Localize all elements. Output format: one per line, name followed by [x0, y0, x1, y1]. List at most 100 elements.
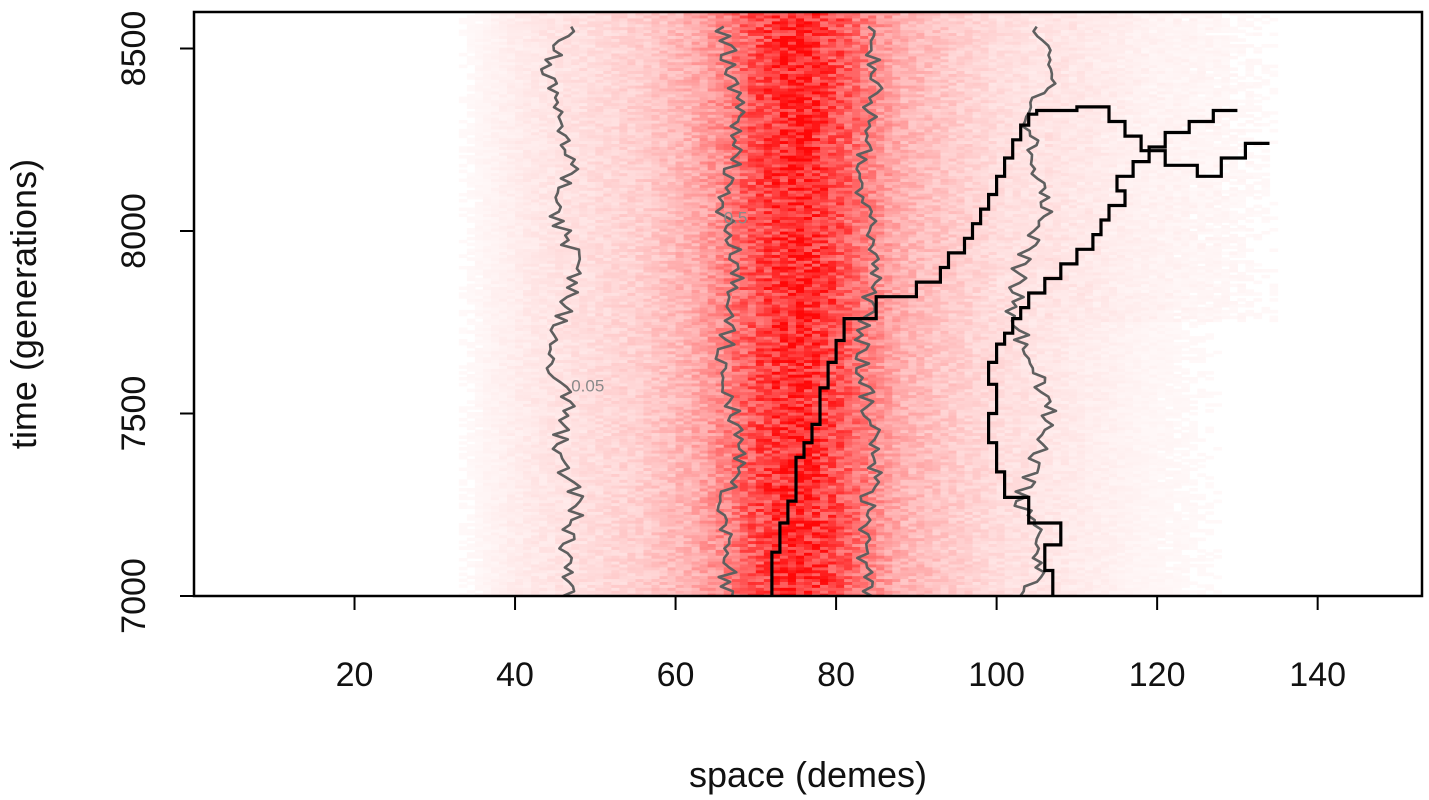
heatmap-cell	[667, 490, 677, 495]
heatmap-cell	[980, 508, 990, 512]
heatmap-cell	[667, 467, 677, 472]
heatmap-cell	[627, 461, 637, 466]
heatmap-cell	[1157, 490, 1166, 495]
heatmap-cell	[900, 593, 909, 596]
heatmap-cell	[643, 485, 653, 489]
heatmap-cell	[956, 464, 966, 469]
heatmap-cell	[627, 450, 637, 454]
heatmap-cell	[603, 435, 612, 439]
heatmap-cell	[611, 461, 620, 466]
heatmap-cell	[812, 461, 821, 466]
heatmap-cell	[1004, 490, 1014, 495]
heatmap-cell	[507, 487, 516, 492]
heatmap-cell	[940, 490, 950, 495]
heatmap-cell	[723, 514, 733, 518]
heatmap-cell	[1012, 546, 1022, 550]
heatmap-cell	[635, 441, 645, 445]
heatmap-cell	[1125, 458, 1134, 463]
heatmap-cell	[579, 505, 588, 509]
heatmap-cell	[1092, 566, 1102, 571]
heatmap-cell	[932, 581, 942, 585]
heatmap-cell	[659, 546, 669, 550]
heatmap-cell	[731, 496, 741, 501]
heatmap-cell	[474, 555, 484, 559]
heatmap-cell	[547, 581, 556, 585]
heatmap-cell	[956, 485, 966, 489]
heatmap-cell	[507, 587, 516, 591]
heatmap-cell	[723, 575, 733, 580]
heatmap-cell	[587, 563, 596, 568]
heatmap-cell	[1141, 575, 1150, 580]
heatmap-cell	[956, 520, 966, 524]
heatmap-cell	[980, 444, 990, 448]
heatmap-cell	[1157, 549, 1166, 553]
heatmap-cell	[916, 505, 925, 509]
heatmap-cell	[1020, 508, 1030, 512]
heatmap-cell	[924, 572, 934, 577]
heatmap-cell	[868, 546, 877, 550]
heatmap-cell	[940, 546, 950, 550]
heatmap-cell	[667, 485, 677, 489]
heatmap-cell	[956, 549, 966, 553]
heatmap-cell	[699, 546, 709, 550]
heatmap-cell	[474, 543, 484, 547]
heatmap-cell	[1149, 479, 1158, 483]
heatmap-cell	[892, 531, 901, 536]
heatmap-cell	[1028, 578, 1038, 582]
heatmap-cell	[531, 569, 540, 574]
heatmap-cell	[611, 464, 620, 469]
heatmap-cell	[1076, 487, 1086, 492]
heatmap-cell	[1092, 560, 1102, 565]
heatmap-cell	[1004, 549, 1014, 553]
heatmap-cell	[1044, 473, 1054, 477]
heatmap-cell	[956, 479, 966, 483]
heatmap-cell	[1092, 569, 1102, 574]
heatmap-cell	[611, 520, 620, 524]
heatmap-cell	[1181, 508, 1190, 512]
heatmap-cell	[1044, 549, 1054, 553]
heatmap-cell	[1133, 450, 1142, 454]
heatmap-cell	[972, 467, 982, 472]
heatmap-cell	[932, 587, 942, 591]
heatmap-cell	[531, 502, 540, 507]
heatmap-cell	[844, 496, 853, 501]
heatmap-cell	[1012, 517, 1022, 521]
heatmap-cell	[820, 587, 829, 591]
heatmap-cell	[1197, 569, 1206, 574]
heatmap-cell	[731, 555, 741, 559]
heatmap-cell	[795, 528, 805, 533]
heatmap-cell	[627, 441, 637, 445]
heatmap-cell	[812, 447, 821, 451]
heatmap-cell	[844, 528, 853, 533]
heatmap-cell	[1092, 558, 1102, 562]
heatmap-cell	[812, 528, 821, 533]
heatmap-cell	[715, 455, 725, 460]
heatmap-cell	[932, 531, 942, 536]
heatmap-cell	[779, 482, 789, 486]
heatmap-cell	[844, 447, 853, 451]
heatmap-cell	[539, 447, 548, 451]
heatmap-cell	[964, 558, 974, 562]
heatmap-cell	[1004, 444, 1014, 448]
heatmap-cell	[908, 505, 917, 509]
heatmap-cell	[547, 566, 556, 571]
heatmap-cell	[691, 487, 701, 492]
heatmap-cell	[715, 447, 725, 451]
heatmap-cell	[1100, 523, 1110, 527]
heatmap-cell	[587, 473, 596, 477]
heatmap-cell	[1189, 563, 1198, 568]
heatmap-cell	[1157, 575, 1166, 580]
heatmap-cell	[940, 438, 950, 442]
heatmap-cell	[828, 543, 837, 547]
heatmap-cell	[603, 482, 612, 486]
heatmap-cell	[828, 496, 837, 501]
heatmap-cell	[587, 560, 596, 565]
heatmap-cell	[587, 537, 596, 542]
heatmap-cell	[1125, 587, 1134, 591]
heatmap-cell	[555, 482, 564, 486]
heatmap-cell	[635, 581, 645, 585]
heatmap-cell	[1133, 555, 1142, 559]
heatmap-cell	[619, 578, 629, 582]
heatmap-cell	[643, 584, 653, 588]
heatmap-cell	[635, 496, 645, 501]
